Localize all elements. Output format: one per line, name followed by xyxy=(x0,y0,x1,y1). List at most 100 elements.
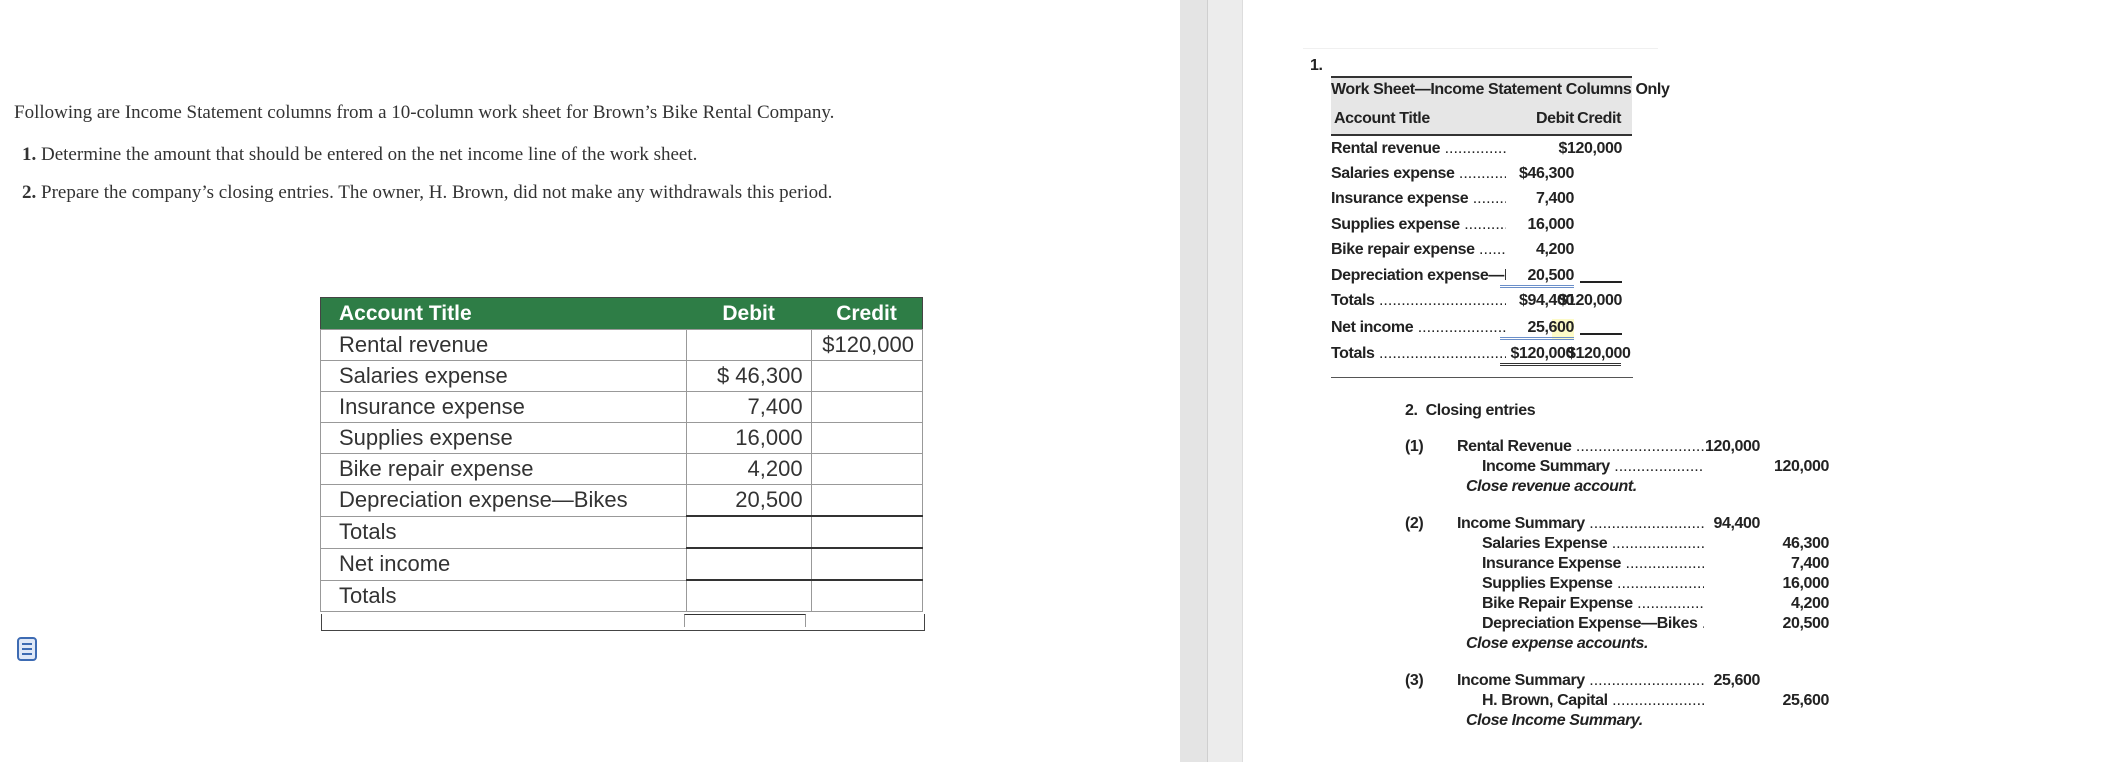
entry-account: Rental Revenue xyxy=(1457,438,1704,456)
credit-underline xyxy=(1580,281,1622,283)
table-row: Depreciation expense—Bikes 20,500 xyxy=(320,484,924,517)
account-title-cell: Bike repair expense xyxy=(320,453,687,485)
entry-account: Income Summary xyxy=(1482,458,1704,476)
col-account-title: Account Title xyxy=(320,297,687,330)
debit-cell xyxy=(685,329,812,361)
question-item-2: 2. Prepare the company’s closing entries… xyxy=(22,182,832,204)
ws-account-title: Net income xyxy=(1331,319,1506,337)
table-header: Account Title Debit Credit xyxy=(320,297,923,330)
worksheet-title: Work Sheet—Income Statement Columns Only xyxy=(1331,81,1670,98)
debit-cell xyxy=(685,579,812,612)
item-number: 2. xyxy=(22,182,37,203)
ws-col-account-title: Account Title xyxy=(1334,110,1430,127)
entry-credit: 20,500 xyxy=(1782,615,1829,632)
debit-cell: 16,000 xyxy=(685,422,812,454)
ws-col-debit: Debit xyxy=(1535,110,1574,127)
entry-credit: 16,000 xyxy=(1782,575,1829,592)
account-title-cell: Insurance expense xyxy=(320,391,687,423)
footer-cells xyxy=(684,614,806,627)
table-row: Totals xyxy=(320,515,924,549)
account-title-cell: Supplies expense xyxy=(320,422,687,454)
divider xyxy=(1303,48,1658,49)
ws-credit: $120,000 xyxy=(1558,140,1622,157)
item-text: Prepare the company’s closing entries. T… xyxy=(36,182,833,203)
debit-cell: $ 46,300 xyxy=(685,360,812,392)
debit-cell: 4,200 xyxy=(685,453,812,485)
debit-cell xyxy=(685,515,812,549)
credit-cell xyxy=(810,391,924,423)
ws-debit: $120,000 xyxy=(1500,345,1574,366)
ws-credit: $120,000 xyxy=(1567,345,1631,366)
table-footer-row xyxy=(321,614,925,631)
credit-cell: $120,000 xyxy=(810,329,924,361)
ws-debit: $46,300 xyxy=(1518,165,1574,182)
document-icon[interactable] xyxy=(17,637,37,661)
credit-cell xyxy=(810,547,924,581)
entry-account: H. Brown, Capital xyxy=(1482,692,1704,710)
ws-debit: 7,400 xyxy=(1535,190,1574,207)
ws-account-title: Bike repair expense xyxy=(1331,241,1506,259)
entry-debit: 120,000 xyxy=(1704,438,1760,455)
ws-account-title: Rental revenue xyxy=(1331,140,1506,158)
worksheet-bottom-rule xyxy=(1331,377,1633,378)
entry-debit: 25,600 xyxy=(1713,672,1760,689)
ws-account-title: Totals xyxy=(1331,345,1506,363)
table-row: Insurance expense 7,400 xyxy=(320,391,924,423)
worksheet-header xyxy=(1331,76,1632,136)
debit-cell xyxy=(685,547,812,581)
ws-debit: 16,000 xyxy=(1527,216,1574,233)
credit-cell xyxy=(810,360,924,392)
pane-divider[interactable] xyxy=(1180,0,1208,762)
ws-col-credit: Credit xyxy=(1577,110,1621,127)
account-title-cell: Totals xyxy=(320,515,687,549)
ws-debit: 4,200 xyxy=(1535,241,1574,258)
debit-cell: 20,500 xyxy=(685,484,812,517)
question-intro: Following are Income Statement columns f… xyxy=(14,102,835,123)
table-row: Rental revenue $120,000 xyxy=(320,329,924,361)
entry-credit: 46,300 xyxy=(1782,535,1829,552)
account-title-cell: Rental revenue xyxy=(320,329,687,361)
credit-cell xyxy=(810,453,924,485)
entry-number: (3) xyxy=(1405,672,1424,689)
col-credit: Credit xyxy=(811,297,923,330)
entry-credit: 120,000 xyxy=(1773,458,1829,475)
item-number: 1. xyxy=(22,144,37,165)
account-title-cell: Depreciation expense—Bikes xyxy=(320,484,687,517)
item-text: Determine the amount that should be ente… xyxy=(36,144,698,165)
table-row: Net income xyxy=(320,547,924,581)
entry-credit: 4,200 xyxy=(1790,595,1829,612)
ws-debit: 25,600 xyxy=(1500,319,1574,340)
credit-cell xyxy=(810,422,924,454)
table-row: Bike repair expense 4,200 xyxy=(320,453,924,485)
account-title-cell: Net income xyxy=(320,547,687,581)
account-title-cell: Salaries expense xyxy=(320,360,687,392)
ws-debit: $94,400 xyxy=(1518,292,1574,309)
entry-account: Bike Repair Expense xyxy=(1482,595,1704,613)
ws-account-title: Totals xyxy=(1331,292,1506,310)
ws-account-title: Salaries expense xyxy=(1331,165,1506,183)
credit-cell xyxy=(810,484,924,517)
question-item-1: 1. Determine the amount that should be e… xyxy=(22,144,697,166)
part1-label: 1. xyxy=(1310,57,1323,74)
ws-debit: 20,500 xyxy=(1500,267,1574,288)
account-title-cell: Totals xyxy=(320,579,687,612)
part2-label: 2. Closing entries xyxy=(1405,402,1536,419)
table-row: Supplies expense 16,000 xyxy=(320,422,924,454)
entry-account: Salaries Expense xyxy=(1482,535,1704,553)
entry-account: Income Summary xyxy=(1457,672,1704,690)
entry-memo: Close Income Summary. xyxy=(1466,712,1643,729)
ws-account-title: Depreciation expense—Bikes xyxy=(1331,267,1506,285)
entry-account: Income Summary xyxy=(1457,515,1704,533)
entry-debit: 94,400 xyxy=(1713,515,1760,532)
given-worksheet-table: Account Title Debit Credit Rental revenu… xyxy=(320,297,924,612)
entry-number: (2) xyxy=(1405,515,1424,532)
entry-account: Supplies Expense xyxy=(1482,575,1704,593)
table-row: Salaries expense $ 46,300 xyxy=(320,360,924,392)
entry-account: Insurance Expense xyxy=(1482,555,1704,573)
ws-account-title: Supplies expense xyxy=(1331,216,1506,234)
entry-credit: 7,400 xyxy=(1790,555,1829,572)
ws-account-title: Insurance expense xyxy=(1331,190,1506,208)
entry-account: Depreciation Expense—Bikes xyxy=(1482,615,1704,633)
credit-underline xyxy=(1580,333,1622,335)
credit-cell xyxy=(810,579,924,612)
